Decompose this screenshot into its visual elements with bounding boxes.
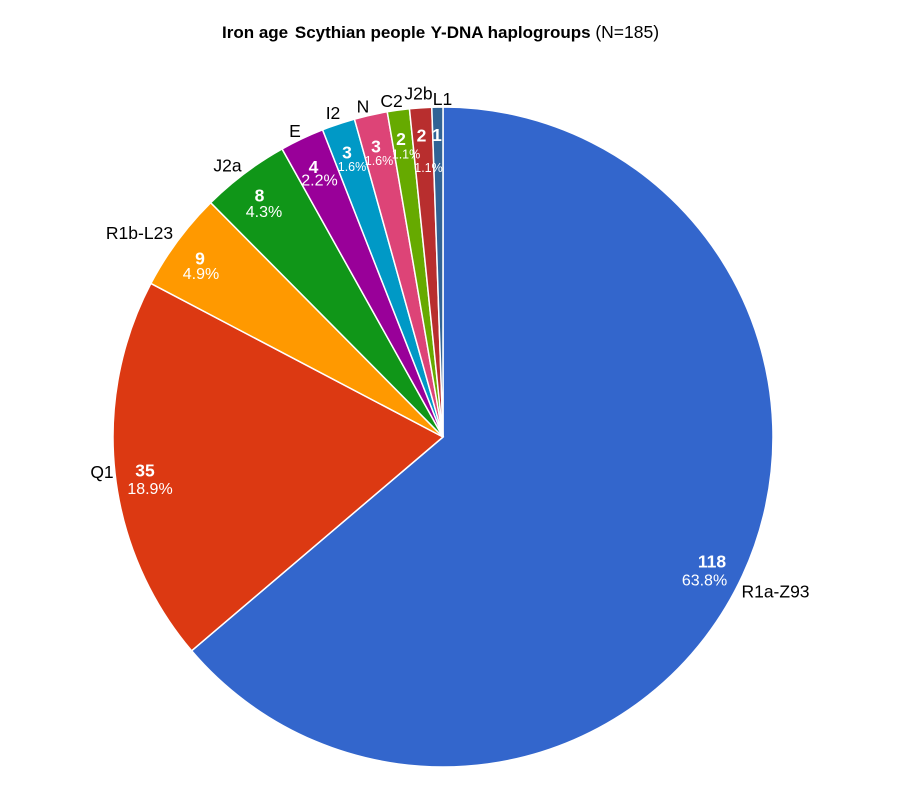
svg-text:N: N: [357, 97, 370, 117]
svg-text:E: E: [289, 121, 301, 141]
svg-text:1.1%: 1.1%: [392, 148, 421, 162]
svg-text:118: 118: [698, 552, 726, 572]
svg-text:C2: C2: [380, 91, 402, 111]
svg-text:1.6%: 1.6%: [338, 160, 367, 174]
svg-text:3: 3: [371, 137, 381, 157]
svg-text:9: 9: [195, 249, 205, 269]
svg-text:1: 1: [432, 125, 442, 145]
svg-text:63.8%: 63.8%: [682, 573, 727, 590]
svg-text:4.9%: 4.9%: [183, 266, 219, 283]
svg-text:18.9%: 18.9%: [127, 481, 172, 498]
svg-text:J2a: J2a: [213, 156, 241, 176]
svg-text:4: 4: [309, 157, 319, 177]
svg-text:4.3%: 4.3%: [246, 204, 282, 221]
svg-text:2.2%: 2.2%: [301, 173, 337, 190]
svg-text:8: 8: [255, 186, 265, 206]
svg-text:1.6%: 1.6%: [365, 154, 394, 168]
svg-text:1.1%: 1.1%: [414, 161, 443, 175]
svg-text:J2b: J2b: [404, 84, 432, 104]
svg-text:Q1: Q1: [90, 462, 113, 482]
svg-text:L1: L1: [433, 89, 452, 109]
svg-text:3: 3: [342, 143, 352, 163]
svg-text:R1b-L23: R1b-L23: [106, 223, 173, 243]
svg-text:I2: I2: [326, 103, 341, 123]
svg-text:R1a-Z93: R1a-Z93: [741, 582, 809, 602]
svg-text:2: 2: [396, 129, 406, 149]
svg-text:2: 2: [417, 126, 427, 146]
svg-text:35: 35: [135, 461, 155, 481]
svg-text:Iron age Scythian people Y-DNA: Iron age Scythian people Y-DNA haplogrou…: [222, 22, 659, 42]
